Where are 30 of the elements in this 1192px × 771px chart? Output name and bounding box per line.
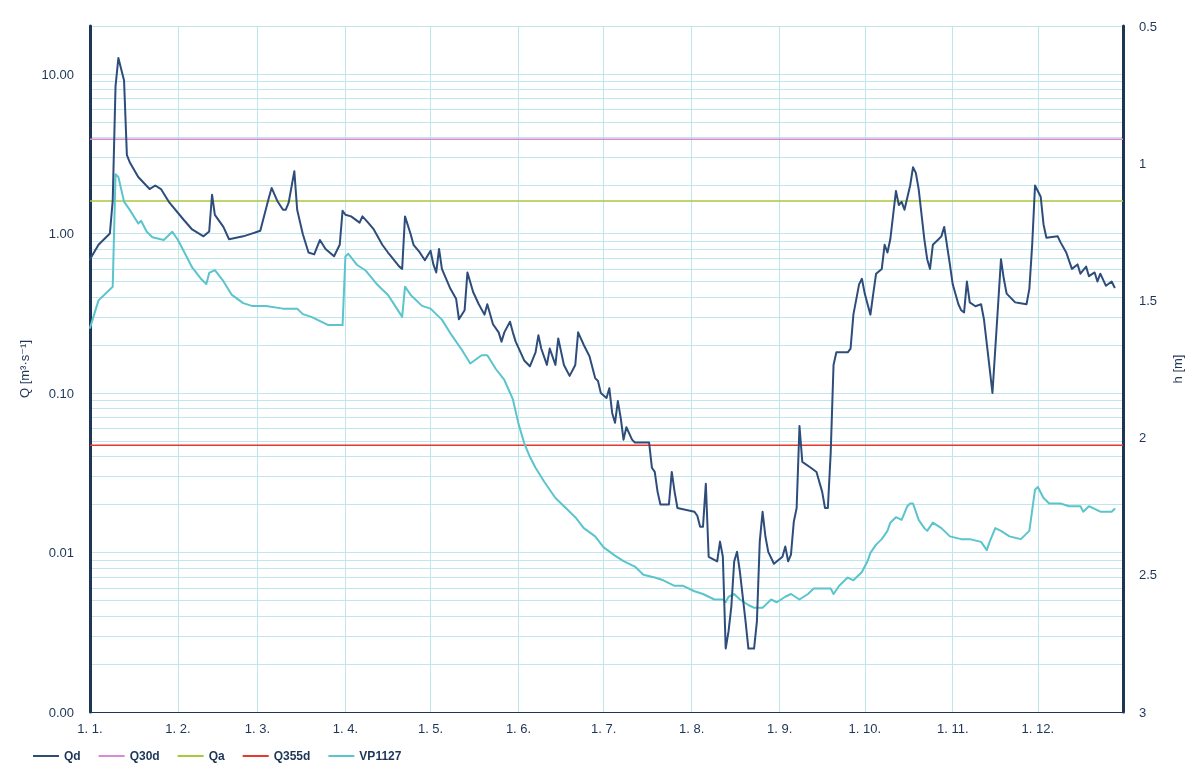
x-tick-label: 1. 4.: [332, 721, 359, 736]
y2-tick-label: 1: [1139, 155, 1147, 171]
y2-axis-title: h [m]: [1170, 354, 1185, 384]
y-tick-label: 0.00: [48, 704, 74, 720]
x-tick-label: 1. 9.: [766, 721, 793, 736]
y2-tick-label: 0.5: [1139, 18, 1158, 34]
y-tick-label: 0.10: [48, 385, 74, 401]
y2-tick-label: 1.5: [1139, 292, 1158, 308]
legend-label: Q355d: [273, 749, 311, 763]
x-tick-label: 1. 8.: [678, 721, 705, 736]
x-tick-label: 1. 7.: [591, 721, 617, 736]
legend-label: Qd: [64, 749, 81, 763]
legend-label: Qa: [208, 749, 226, 763]
y2-tick-label: 2.5: [1139, 567, 1158, 583]
legend-label: VP1127: [359, 749, 402, 763]
x-tick-label: 1. 3.: [244, 721, 271, 736]
y2-tick-label: 2: [1139, 430, 1147, 446]
x-tick-label: 1. 2.: [165, 721, 191, 736]
y-tick-label: 1.00: [48, 226, 74, 242]
x-tick-label: 1. 6.: [505, 721, 532, 736]
x-tick-label: 1. 10.: [848, 721, 882, 736]
x-tick-label: 1. 5.: [417, 721, 444, 736]
y-tick-label: 10.00: [41, 66, 74, 82]
x-tick-label: 1. 12.: [1021, 721, 1055, 736]
y-axis-title: Q [m³·s⁻¹]: [16, 339, 32, 399]
x-tick-label: 1. 1.: [77, 721, 103, 736]
y-tick-label: 0.01: [48, 545, 74, 560]
x-tick-label: 1. 11.: [936, 721, 969, 736]
y2-tick-label: 3: [1139, 704, 1147, 720]
legend-label: Q30d: [129, 749, 160, 763]
